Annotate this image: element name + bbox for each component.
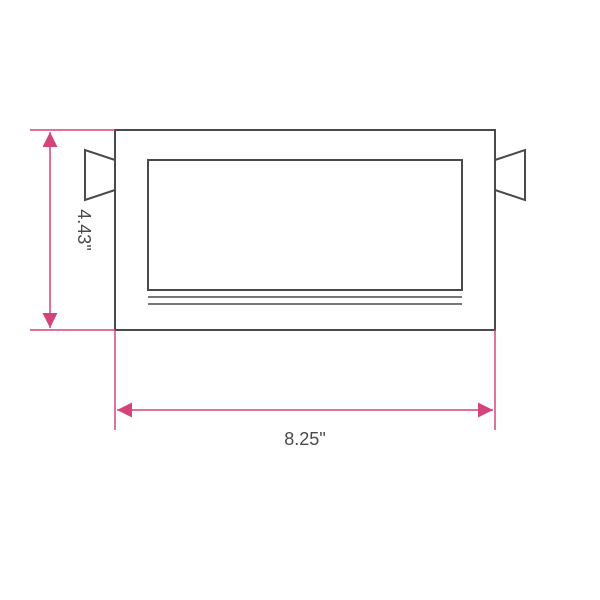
dimension-drawing: 4.43" 8.25" xyxy=(0,0,600,600)
height-dimension-label: 4.43" xyxy=(74,209,94,250)
width-dimension-label: 8.25" xyxy=(284,429,325,449)
clip-right xyxy=(495,150,525,200)
clip-left xyxy=(85,150,115,200)
inner-window xyxy=(148,160,462,290)
